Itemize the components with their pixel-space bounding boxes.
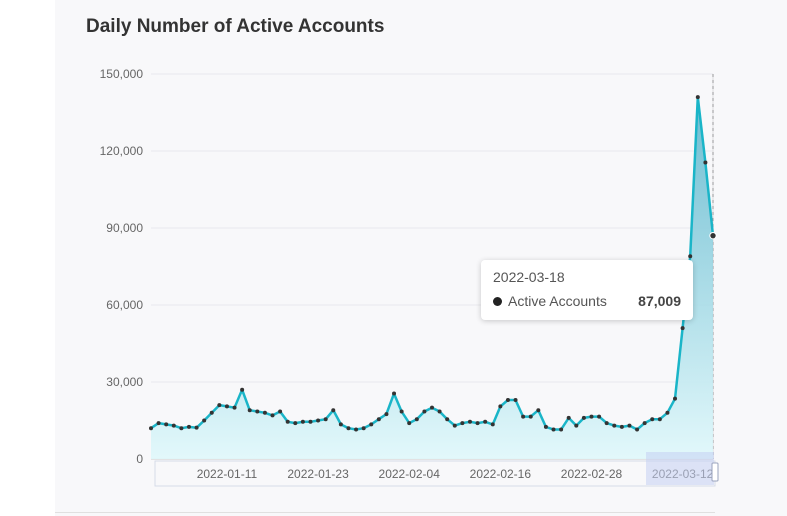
data-point bbox=[247, 408, 252, 413]
data-point bbox=[194, 425, 199, 430]
data-point bbox=[278, 409, 283, 414]
data-point bbox=[300, 419, 305, 424]
y-tick-label: 0 bbox=[136, 452, 143, 466]
area-fill bbox=[151, 97, 713, 459]
data-point bbox=[619, 424, 624, 429]
x-tick-label: 2022-02-28 bbox=[561, 467, 623, 481]
data-point bbox=[559, 427, 564, 432]
data-point bbox=[589, 414, 594, 419]
data-point bbox=[407, 421, 412, 426]
data-point bbox=[202, 418, 207, 423]
data-point bbox=[680, 326, 685, 331]
data-point bbox=[566, 415, 571, 420]
data-point bbox=[354, 427, 359, 432]
y-tick-label: 150,000 bbox=[100, 67, 144, 81]
data-point bbox=[308, 419, 313, 424]
x-tick-label: 2022-01-23 bbox=[287, 467, 349, 481]
x-tick-label: 2022-02-04 bbox=[379, 467, 441, 481]
data-point bbox=[498, 404, 503, 409]
data-point bbox=[543, 424, 548, 429]
tooltip: 2022-03-18 Active Accounts 87,009 bbox=[481, 260, 693, 320]
chart-title: Daily Number of Active Accounts bbox=[86, 16, 385, 37]
data-point bbox=[581, 415, 586, 420]
x-tick-label: 2022-02-16 bbox=[470, 467, 532, 481]
y-tick-label: 60,000 bbox=[106, 298, 143, 312]
data-point bbox=[703, 160, 708, 165]
data-point bbox=[186, 424, 191, 429]
data-point bbox=[505, 397, 510, 402]
data-point bbox=[513, 397, 518, 402]
data-point bbox=[467, 419, 472, 424]
data-point bbox=[612, 423, 617, 428]
data-point bbox=[171, 423, 176, 428]
tooltip-series-dot bbox=[493, 297, 502, 306]
data-point bbox=[422, 409, 427, 414]
data-point bbox=[209, 410, 214, 415]
data-point bbox=[376, 417, 381, 422]
data-point bbox=[452, 423, 457, 428]
x-tick-label: 2022-01-11 bbox=[197, 467, 258, 481]
data-point bbox=[475, 421, 480, 426]
data-point bbox=[392, 391, 397, 396]
data-point bbox=[490, 422, 495, 427]
data-point bbox=[521, 414, 526, 419]
data-point bbox=[635, 427, 640, 432]
zoom-slider-selection bbox=[646, 452, 714, 485]
data-point bbox=[414, 417, 419, 422]
data-point bbox=[255, 409, 260, 414]
data-point bbox=[551, 427, 556, 432]
data-point bbox=[688, 254, 693, 259]
data-point bbox=[437, 409, 442, 414]
data-point bbox=[695, 95, 700, 100]
data-point bbox=[483, 419, 488, 424]
data-point bbox=[270, 413, 275, 418]
data-point bbox=[338, 422, 343, 427]
data-point bbox=[399, 409, 404, 414]
y-tick-label: 90,000 bbox=[106, 221, 143, 235]
data-point bbox=[346, 426, 351, 431]
data-point bbox=[709, 231, 717, 240]
data-point bbox=[224, 404, 229, 409]
data-point bbox=[361, 426, 366, 431]
data-point bbox=[149, 426, 153, 431]
y-tick-label: 120,000 bbox=[100, 144, 144, 158]
data-point bbox=[293, 421, 298, 426]
data-point bbox=[369, 422, 374, 427]
tooltip-value: 87,009 bbox=[638, 293, 681, 309]
data-point bbox=[604, 421, 609, 426]
data-point bbox=[240, 387, 245, 392]
divider bbox=[55, 512, 715, 513]
data-point bbox=[657, 417, 662, 422]
tooltip-date: 2022-03-18 bbox=[493, 269, 565, 285]
zoom-slider-handle bbox=[711, 462, 719, 482]
data-point bbox=[316, 418, 321, 423]
data-point bbox=[430, 405, 434, 410]
data-point bbox=[574, 423, 579, 428]
data-point bbox=[262, 410, 267, 415]
data-point bbox=[179, 426, 184, 431]
data-point bbox=[164, 422, 169, 427]
data-point bbox=[627, 423, 632, 428]
data-point bbox=[673, 396, 678, 401]
data-point bbox=[536, 408, 541, 413]
data-point bbox=[217, 403, 222, 408]
y-tick-label: 30,000 bbox=[106, 375, 143, 389]
tooltip-series-name: Active Accounts bbox=[508, 293, 607, 309]
data-point bbox=[285, 419, 290, 424]
data-point bbox=[323, 417, 328, 422]
data-point bbox=[232, 405, 237, 410]
data-point bbox=[460, 421, 465, 426]
data-point bbox=[331, 408, 336, 413]
data-point bbox=[642, 421, 647, 426]
data-point bbox=[445, 417, 450, 422]
data-point bbox=[665, 410, 670, 415]
data-point bbox=[156, 421, 161, 426]
data-point bbox=[597, 414, 602, 419]
data-point bbox=[528, 414, 533, 419]
data-point bbox=[384, 412, 389, 417]
data-point bbox=[650, 417, 655, 422]
